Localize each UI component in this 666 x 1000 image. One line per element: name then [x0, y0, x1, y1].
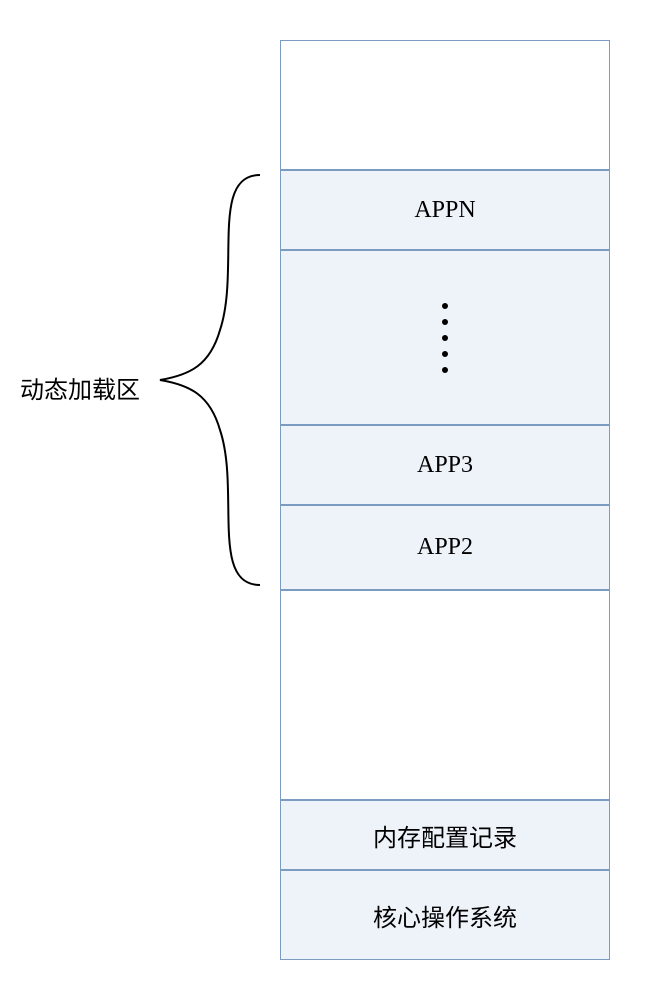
dynamic-load-region-label: 动态加载区 — [20, 370, 140, 405]
memory-block-label: APP3 — [417, 452, 473, 479]
memory-block-label: 核心操作系统 — [373, 898, 517, 933]
memory-block-ellipsis — [280, 250, 610, 425]
brace-icon — [150, 170, 270, 590]
memory-block-label: APP2 — [417, 534, 473, 561]
diagram-canvas: 动态加载区 APPN APP3 APP2 内存配置记录核心操作系统 — [0, 0, 666, 1000]
memory-block-core-os: 核心操作系统 — [280, 870, 610, 960]
memory-block-mem-config: 内存配置记录 — [280, 800, 610, 870]
memory-block-app2: APP2 — [280, 505, 610, 590]
memory-block-label: APPN — [414, 197, 475, 224]
memory-block-appn: APPN — [280, 170, 610, 250]
memory-block-top-space — [280, 40, 610, 170]
memory-block-label: 内存配置记录 — [373, 818, 517, 853]
memory-block-app3: APP3 — [280, 425, 610, 505]
memory-block-mid-space — [280, 590, 610, 800]
vertical-ellipsis-icon — [442, 303, 448, 373]
